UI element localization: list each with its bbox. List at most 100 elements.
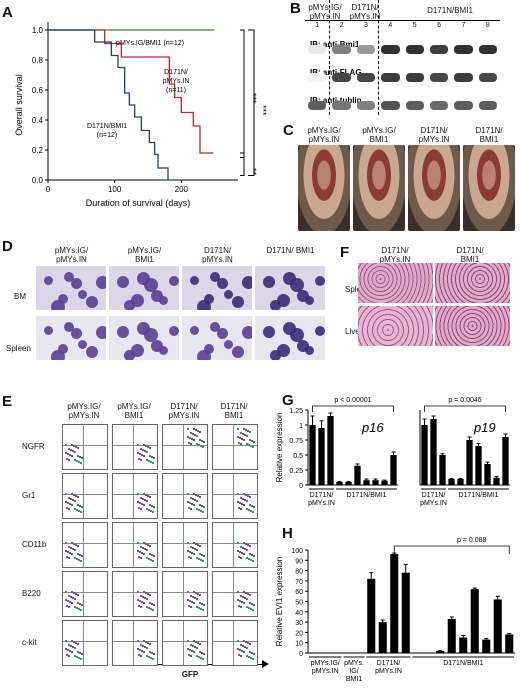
flow-event xyxy=(73,445,75,447)
cell-nucleus xyxy=(151,290,163,302)
p-bracket xyxy=(312,405,394,412)
flow-event xyxy=(71,591,73,593)
flow-event xyxy=(68,644,70,646)
flow-plot xyxy=(62,571,108,617)
flow-event xyxy=(68,557,70,559)
flow-event xyxy=(194,646,196,648)
flow-event xyxy=(196,606,198,608)
bar xyxy=(447,619,456,653)
flow-event xyxy=(240,508,242,510)
flow-event xyxy=(151,603,153,605)
flow-event xyxy=(151,652,153,654)
blot-band xyxy=(429,45,449,54)
flow-event xyxy=(74,557,76,559)
cell-nucleus xyxy=(190,276,199,285)
flow-event xyxy=(197,430,199,432)
f-col-1: D171N/pMYs.IN xyxy=(379,246,411,264)
panel-label-e: E xyxy=(2,393,13,410)
panel-label-a: A xyxy=(2,4,13,21)
flow-event xyxy=(146,655,148,657)
flow-event xyxy=(65,444,67,446)
bar xyxy=(482,639,491,653)
flow-event xyxy=(141,454,143,456)
blot-band xyxy=(381,45,400,54)
blot-band xyxy=(332,101,351,110)
flow-event xyxy=(253,653,255,655)
flow-event xyxy=(189,437,191,439)
bar xyxy=(344,652,353,653)
flow-event xyxy=(251,505,253,507)
flow-event xyxy=(138,458,140,460)
flow-event xyxy=(141,503,143,505)
bar xyxy=(470,589,479,653)
flow-event xyxy=(252,446,254,448)
flow-event xyxy=(202,446,204,448)
flow-event xyxy=(250,657,252,659)
flow-event xyxy=(190,508,192,510)
group-label: pMYs. xyxy=(344,660,364,667)
flow-event xyxy=(137,493,139,495)
flow-event xyxy=(71,542,73,544)
flow-plot xyxy=(212,571,258,617)
flow-plot xyxy=(112,522,158,568)
flow-event xyxy=(74,655,76,657)
flow-plot xyxy=(112,424,158,470)
flow-event xyxy=(249,496,251,498)
flow-event xyxy=(74,549,76,551)
flow-event xyxy=(140,557,142,559)
flow-event xyxy=(243,640,245,642)
flow-event xyxy=(142,498,144,500)
cell-nucleus xyxy=(86,296,98,308)
x-tick-label: 200 xyxy=(175,185,189,194)
flow-event xyxy=(199,553,201,555)
flow-event xyxy=(246,557,248,559)
cell-nucleus xyxy=(197,350,211,360)
flow-event xyxy=(149,602,151,604)
y-tick-label: 0.5 xyxy=(293,453,303,460)
flow-event xyxy=(144,646,146,648)
f-col-2: D171N/BMI1 xyxy=(456,246,484,264)
flow-event xyxy=(74,606,76,608)
flow-event xyxy=(193,640,195,642)
flow-event xyxy=(152,658,154,660)
flow-event xyxy=(72,450,74,452)
blot-band xyxy=(429,73,449,82)
flow-event xyxy=(249,643,251,645)
flow-event xyxy=(202,609,204,611)
histo-liver-pmys xyxy=(358,306,433,346)
quadrant-line xyxy=(183,572,184,616)
flow-event xyxy=(147,495,149,497)
flow-event xyxy=(137,550,139,552)
flow-event xyxy=(67,551,69,553)
group-label: D171N/BMI1 xyxy=(346,492,386,499)
flow-event xyxy=(71,444,73,446)
flow-event xyxy=(71,504,73,506)
flow-event xyxy=(73,543,75,545)
e-col-label: D171N/pMYs.IN xyxy=(168,402,200,420)
flow-event xyxy=(195,543,197,545)
flow-event xyxy=(150,559,152,561)
cell-nucleus xyxy=(210,322,220,332)
flow-event xyxy=(71,455,73,457)
flow-event xyxy=(197,544,199,546)
flow-event xyxy=(242,498,244,500)
flow-event xyxy=(144,548,146,550)
flow-event xyxy=(153,506,155,508)
flow-event xyxy=(67,502,69,504)
y-tick-label: 80 xyxy=(295,569,303,576)
flow-event xyxy=(247,495,249,497)
flow-event xyxy=(251,603,253,605)
cell-nucleus xyxy=(58,344,68,354)
flow-plot xyxy=(162,473,208,519)
cell-nucleus xyxy=(224,290,233,299)
cell-nucleus xyxy=(190,326,199,335)
flow-event xyxy=(138,654,140,656)
flow-event xyxy=(75,446,77,448)
e-col-label: pMYs.IG/pMYs.IN xyxy=(67,402,101,420)
flow-event xyxy=(142,596,144,598)
flow-event xyxy=(71,553,73,555)
quadrant-line xyxy=(233,425,234,469)
blot-band xyxy=(356,101,376,110)
flow-plot xyxy=(112,571,158,617)
flow-event xyxy=(252,560,254,562)
